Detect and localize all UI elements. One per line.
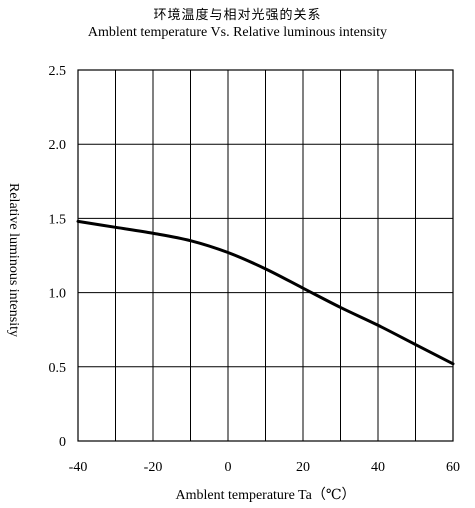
y-tick-label: 0 (59, 435, 66, 450)
y-tick-label: 0.5 (49, 361, 67, 376)
x-tick-label: 20 (296, 460, 310, 475)
x-tick-label: 60 (446, 460, 460, 475)
x-axis-label: Amblent temperature Ta（℃） (175, 488, 356, 503)
y-tick-label: 2.0 (49, 138, 67, 153)
x-tick-label: 0 (225, 460, 232, 475)
series-line (76, 219, 455, 366)
plot-border (77, 69, 454, 442)
x-tick-label: -20 (144, 460, 163, 475)
series-group (76, 219, 455, 366)
chart-title: 环境温度与相对光强的关系 (153, 7, 322, 22)
plot-frame (77, 69, 454, 442)
y-tick-label: 1.0 (49, 287, 67, 302)
y-tick-labels: 0 0.5 1.0 1.5 2.0 2.5 (49, 64, 67, 450)
x-tick-label: -40 (69, 460, 88, 475)
x-tick-label: 40 (371, 460, 385, 475)
x-tick-labels: -40 -20 0 20 40 60 (69, 460, 460, 475)
y-axis-label: Relative luminous intensity (6, 183, 21, 337)
y-tick-label: 1.5 (49, 212, 67, 227)
chart-subtitle: Amblent temperature Vs. Relative luminou… (87, 25, 388, 40)
grid-lines (78, 70, 453, 441)
y-tick-label: 2.5 (49, 64, 67, 79)
